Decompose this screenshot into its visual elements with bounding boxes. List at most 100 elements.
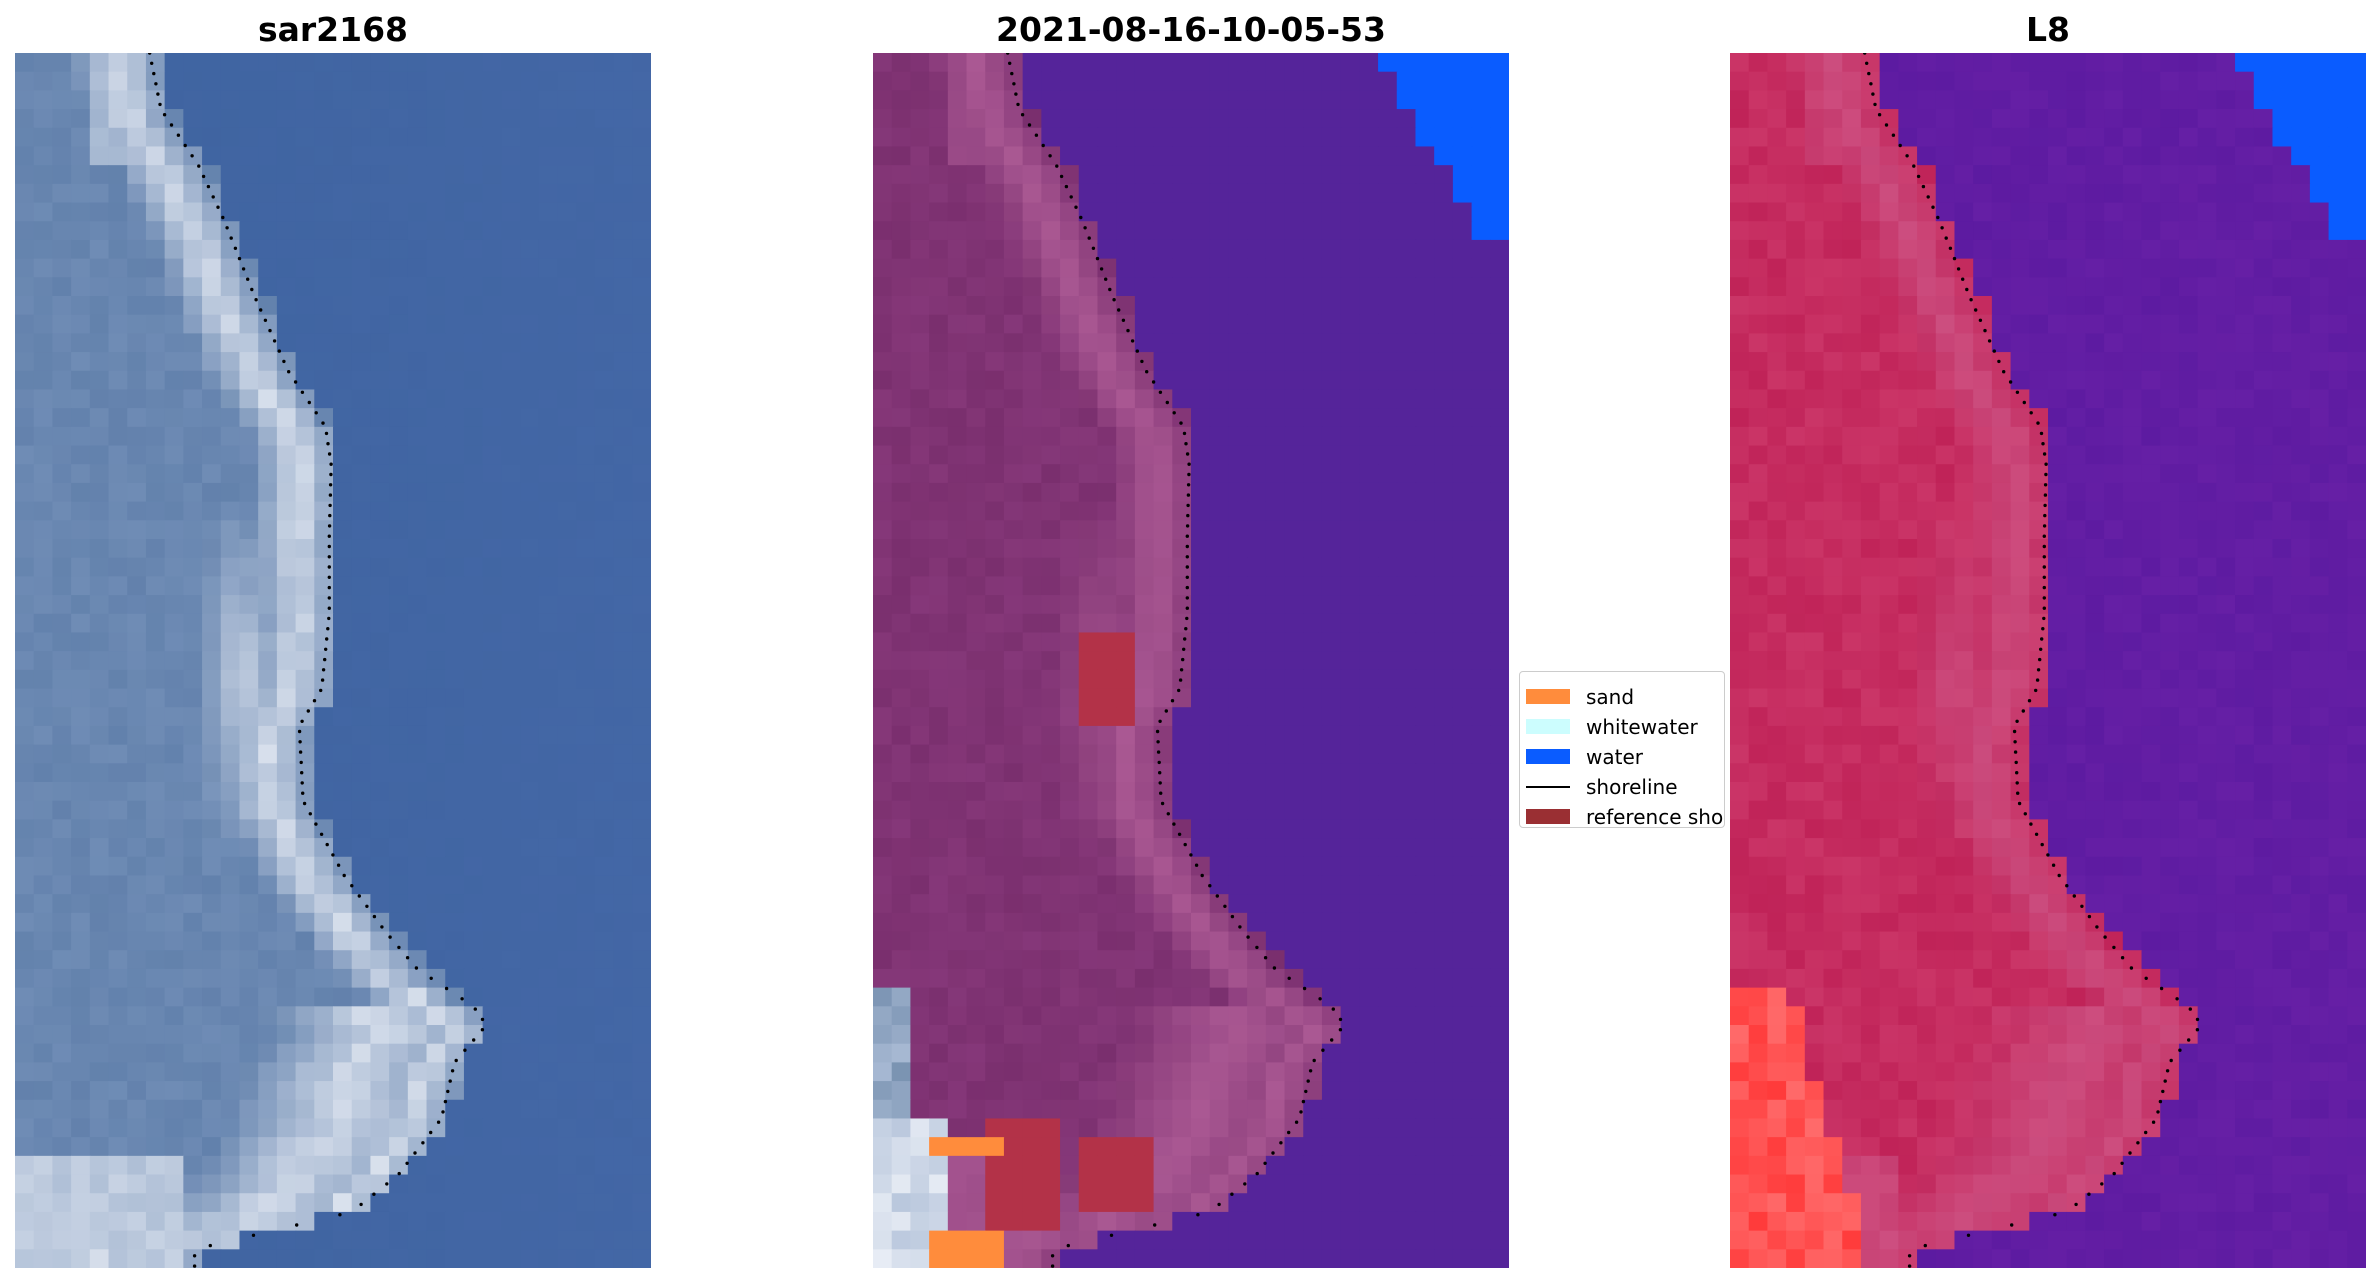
shoreline-dot xyxy=(1983,328,1987,333)
shoreline-dot xyxy=(1185,534,1189,538)
shoreline-dot xyxy=(327,555,331,559)
shoreline-dot xyxy=(1338,1028,1343,1032)
shoreline-dot xyxy=(1012,82,1016,86)
shoreline-dot xyxy=(2042,544,2046,549)
shoreline-dot xyxy=(1905,154,1909,158)
legend-label-sand: sand xyxy=(1586,685,1635,709)
shoreline-dot xyxy=(2044,462,2048,466)
shoreline-dot xyxy=(429,1130,433,1135)
shoreline-dot xyxy=(1956,267,1961,271)
shoreline-dot xyxy=(211,195,215,199)
shoreline-dot xyxy=(2051,863,2056,867)
shoreline-dot xyxy=(1944,236,1948,240)
shoreline-dot xyxy=(1243,1182,1247,1186)
shoreline-dot xyxy=(328,483,333,487)
shoreline-dot xyxy=(2040,637,2044,641)
shoreline-dot xyxy=(2044,472,2048,477)
shoreline-dot xyxy=(1302,986,1307,991)
shoreline-dot xyxy=(1014,92,1018,96)
shoreline-dot xyxy=(1156,750,1161,754)
shoreline-dot xyxy=(1869,82,1873,86)
shoreline-dot xyxy=(297,729,302,734)
shoreline-dot xyxy=(1020,113,1025,117)
shoreline-dot xyxy=(357,894,361,898)
shoreline-dot xyxy=(2128,1151,2132,1155)
shoreline-dot xyxy=(1271,1151,1275,1155)
shoreline-dot xyxy=(1255,945,1259,950)
shoreline-dot xyxy=(306,709,310,713)
shoreline-dot xyxy=(1907,1264,1912,1268)
shoreline-dot xyxy=(2072,894,2076,898)
shoreline-dot xyxy=(2038,657,2042,662)
shoreline-dot xyxy=(1299,1110,1303,1114)
shoreline-dot xyxy=(192,1264,197,1268)
shoreline-dot xyxy=(1272,966,1277,970)
shoreline-dot xyxy=(1936,215,1940,220)
shoreline-dot xyxy=(1164,709,1168,713)
shoreline-dot xyxy=(300,719,304,723)
shoreline-dot xyxy=(327,544,331,549)
shoreline-dot xyxy=(1016,102,1020,107)
shoreline-dot xyxy=(321,421,325,425)
shoreline-dot xyxy=(2187,1038,2191,1042)
shoreline-dot xyxy=(169,123,174,127)
shoreline-dot xyxy=(1166,812,1170,816)
shoreline-dot xyxy=(1048,154,1052,158)
shoreline-dot xyxy=(397,1171,401,1176)
shoreline-dot xyxy=(2042,606,2046,610)
shoreline-dot xyxy=(2035,678,2040,682)
shoreline-dot xyxy=(385,1182,389,1186)
shoreline-dot xyxy=(2040,842,2044,847)
shoreline-dot xyxy=(208,1243,212,1248)
shoreline-dot xyxy=(1287,1130,1291,1135)
shoreline-dot xyxy=(2120,1161,2124,1166)
shoreline-dot xyxy=(327,596,331,600)
shoreline-dot xyxy=(2021,709,2025,713)
shoreline-dot xyxy=(331,853,335,857)
shoreline-dot xyxy=(1215,894,1219,898)
shoreline-dot xyxy=(2144,976,2148,980)
shoreline-dot xyxy=(1153,1223,1157,1227)
shoreline-dot xyxy=(2087,914,2092,919)
shoreline-dot xyxy=(1181,657,1185,662)
shoreline-dot xyxy=(1969,298,1973,302)
shoreline-dot xyxy=(1109,1233,1114,1238)
shoreline-dot xyxy=(327,452,332,456)
shoreline-dot xyxy=(314,822,318,826)
shoreline-dot xyxy=(1165,400,1169,405)
shoreline-dot xyxy=(328,503,332,508)
shoreline-dot xyxy=(272,339,277,343)
shoreline-dot xyxy=(152,71,156,76)
shoreline-dot xyxy=(1074,205,1078,209)
shoreline-dot xyxy=(472,1038,476,1042)
shoreline-dot xyxy=(2156,1110,2160,1114)
shoreline-dot xyxy=(295,1223,299,1227)
shoreline-dot xyxy=(2042,596,2046,600)
legend-swatch-whitewater xyxy=(1526,719,1570,734)
shoreline-dot xyxy=(162,113,167,117)
shoreline-dot xyxy=(2103,935,2107,939)
shoreline-dot xyxy=(1008,61,1012,65)
shoreline-dot xyxy=(325,842,329,847)
shoreline-dot xyxy=(302,801,307,806)
shoreline-dot xyxy=(1185,606,1189,610)
shoreline-dot xyxy=(1135,349,1139,353)
shoreline-dot xyxy=(2178,1048,2182,1052)
shoreline-dot xyxy=(1158,781,1162,785)
panel-title-1: sar2168 xyxy=(257,10,409,49)
shoreline-dot xyxy=(1978,318,1983,322)
shoreline-dot xyxy=(326,627,330,631)
shoreline-dot xyxy=(2042,565,2046,569)
legend-swatch-reference-shoreline xyxy=(1526,809,1570,824)
shoreline-dot xyxy=(1884,123,1889,127)
shoreline-dot xyxy=(307,400,311,405)
shoreline-dot xyxy=(1186,493,1191,497)
shoreline-dot xyxy=(299,760,303,765)
shoreline-dot xyxy=(251,1233,256,1238)
shoreline-dot xyxy=(233,246,238,250)
legend-swatch-sand xyxy=(1526,689,1570,704)
shoreline-dot xyxy=(1321,1048,1325,1052)
shoreline-dot xyxy=(154,82,158,86)
shoreline-dot xyxy=(448,1079,452,1083)
shoreline-dot xyxy=(1121,318,1126,322)
